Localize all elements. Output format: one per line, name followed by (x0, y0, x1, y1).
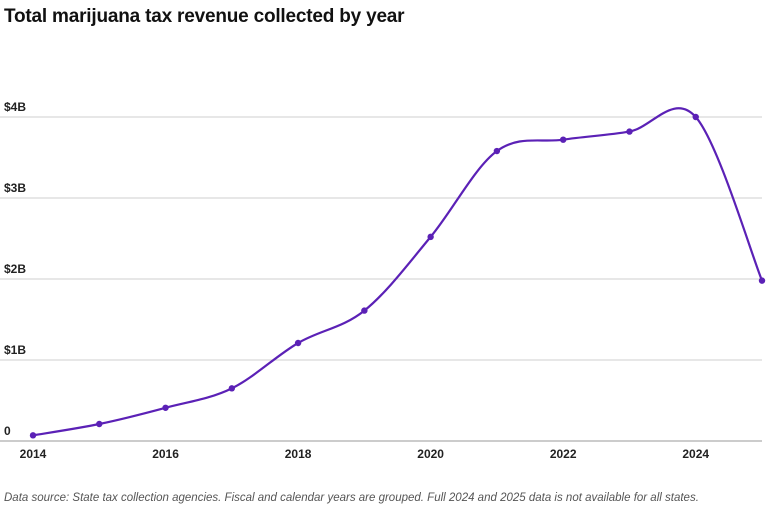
series (32, 107, 764, 437)
y-tick-label: $2B (4, 262, 26, 276)
x-tick-label: 2022 (550, 447, 577, 461)
data-points (29, 113, 766, 439)
y-tick-label: $1B (4, 343, 26, 357)
x-tick-label: 2018 (285, 447, 312, 461)
data-point-2022[interactable] (559, 136, 567, 143)
data-point-2018[interactable] (294, 339, 302, 347)
data-source-note: Data source: State tax collection agenci… (4, 492, 699, 504)
gridlines (0, 116, 762, 442)
data-point-2021[interactable] (493, 147, 501, 155)
y-axis-ticks: 0 $1B $2B $3B $4B (4, 100, 26, 438)
data-point-2023[interactable] (626, 128, 633, 135)
data-point-2024[interactable] (692, 113, 699, 121)
x-tick-label: 2024 (682, 447, 709, 461)
chart-title: Total marijuana tax revenue collected by… (4, 6, 405, 27)
data-point-2015[interactable] (96, 420, 103, 428)
y-tick-label: 0 (4, 424, 11, 438)
data-point-2020[interactable] (427, 233, 434, 241)
x-axis-ticks: 2014 2016 2018 2020 2022 2024 (20, 447, 710, 461)
y-tick-label: $4B (4, 100, 26, 114)
data-point-2017[interactable] (228, 385, 236, 392)
data-point-2025[interactable] (758, 277, 766, 284)
data-point-2014[interactable] (29, 432, 37, 439)
x-tick-label: 2014 (20, 447, 47, 461)
x-tick-label: 2016 (152, 447, 179, 461)
data-point-2016[interactable] (162, 404, 169, 411)
y-tick-label: $3B (4, 181, 26, 195)
series-line-0 (32, 107, 764, 437)
x-tick-label: 2020 (417, 447, 444, 461)
data-point-2019[interactable] (361, 307, 368, 314)
